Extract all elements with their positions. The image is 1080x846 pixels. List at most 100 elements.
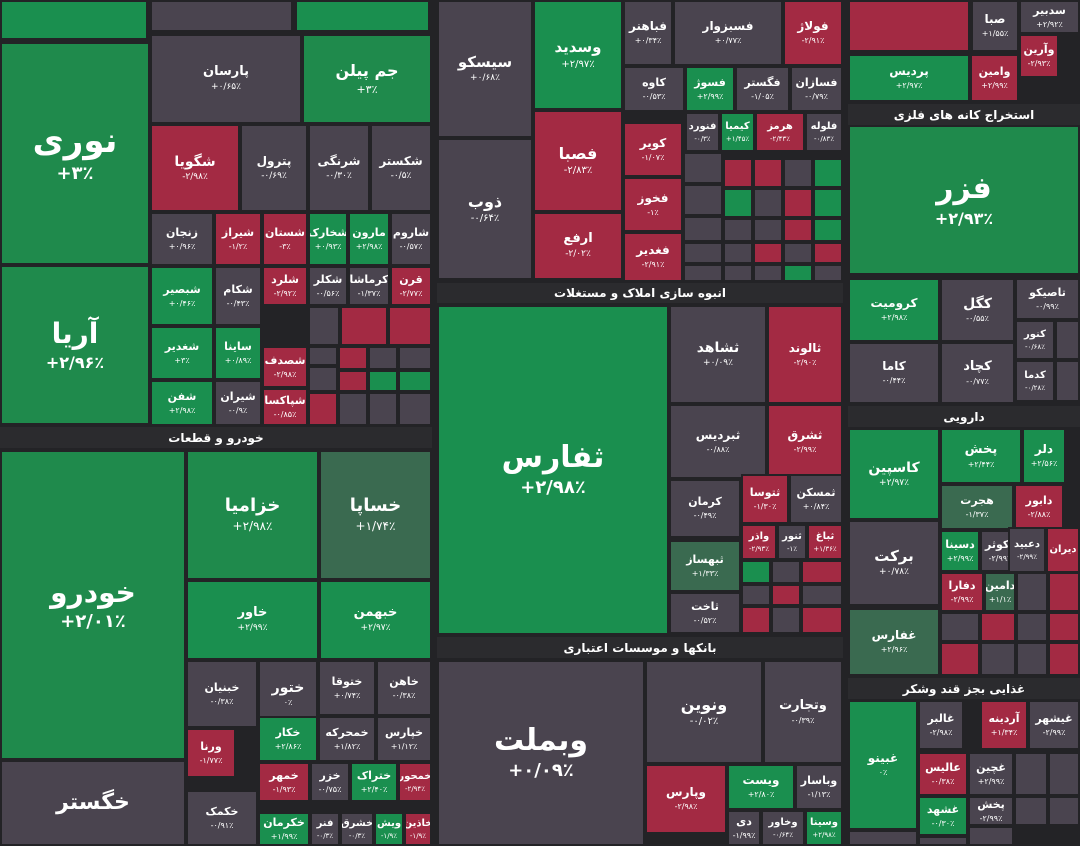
treemap-tile[interactable]: ثبهساز +۱/۳۳٪: [669, 540, 741, 592]
treemap-tile[interactable]: دامین +۱/۱٪: [984, 572, 1016, 612]
treemap-tile[interactable]: هجرت -۱/۳۷٪: [940, 484, 1014, 530]
treemap-tile[interactable]: ثنور -۱٪: [777, 524, 807, 560]
treemap-tile[interactable]: کیمیا +۱/۴۵٪: [720, 112, 755, 152]
treemap-tile[interactable]: کرماشا -۱/۳۷٪: [348, 266, 390, 306]
treemap-tile[interactable]: ثالوند -۲/۹۰٪: [767, 305, 843, 404]
treemap-tile[interactable]: خزامیا +۲/۹۸٪: [186, 450, 319, 580]
treemap-tile[interactable]: خشرق -۰/۳٪: [340, 812, 374, 846]
treemap-tile[interactable]: غالبر -۲/۹۸٪: [918, 700, 964, 750]
treemap-tile[interactable]: کاسپین +۲/۹۷٪: [848, 428, 940, 520]
treemap-tile[interactable]: فولاژ -۲/۹۱٪: [783, 0, 843, 66]
treemap-tile[interactable]: آریا +۲/۹۶٪: [0, 265, 150, 425]
treemap-tile[interactable]: غشهد -۰/۳۰٪: [918, 796, 968, 836]
treemap-tile[interactable]: خگستر: [0, 760, 186, 846]
treemap-tile[interactable]: ثفارس +۲/۹۸٪: [437, 305, 669, 635]
treemap-tile[interactable]: دابور -۲/۸۸٪: [1014, 484, 1064, 530]
treemap-tile[interactable]: فگستر -۱/۰۵٪: [735, 66, 790, 112]
treemap-tile[interactable]: کگل -۰/۵۵٪: [940, 278, 1015, 342]
treemap-tile[interactable]: ویست +۲/۸۰٪: [727, 764, 795, 810]
treemap-tile[interactable]: فخوز -۱٪: [623, 177, 683, 232]
treemap-tile[interactable]: خساپا +۱/۷۴٪: [319, 450, 432, 580]
treemap-tile[interactable]: کدما -۰/۲۸٪: [1015, 360, 1055, 402]
treemap-tile[interactable]: پخش -۲/۹۹٪: [968, 796, 1014, 826]
treemap-tile[interactable]: خبهمن +۲/۹۷٪: [319, 580, 432, 660]
treemap-tile[interactable]: شاروم -۰/۵۷٪: [390, 212, 432, 266]
treemap-tile[interactable]: فصبا -۲/۸۳٪: [533, 110, 623, 212]
treemap-tile[interactable]: غبینو ۰٪: [848, 700, 918, 830]
treemap-tile[interactable]: پارسان +۰/۶۵٪: [150, 34, 302, 124]
treemap-tile[interactable]: کچاد -۰/۷۷٪: [940, 342, 1015, 404]
treemap-tile[interactable]: کویر -۱/۰۷٪: [623, 122, 683, 177]
treemap-tile[interactable]: خپارس +۱/۱۲٪: [376, 716, 432, 762]
treemap-tile[interactable]: شکلر -۰/۵۶٪: [308, 266, 348, 306]
treemap-tile[interactable]: شغدیر +۳٪: [150, 326, 214, 380]
treemap-tile[interactable]: ثبردیس -۰/۸۸٪: [669, 404, 767, 479]
treemap-tile[interactable]: ویش -۱/۹٪: [374, 812, 404, 846]
treemap-tile[interactable]: غفارس +۲/۹۶٪: [848, 608, 940, 676]
treemap-tile[interactable]: پترول -۰/۶۹٪: [240, 124, 308, 212]
treemap-tile[interactable]: هرمز -۲/۴۳٪: [755, 112, 805, 152]
treemap-tile[interactable]: خزر -۰/۷۵٪: [310, 762, 350, 802]
treemap-tile[interactable]: شگویا -۲/۹۸٪: [150, 124, 240, 212]
treemap-tile[interactable]: وسدید +۲/۹۷٪: [533, 0, 623, 110]
treemap-tile[interactable]: عالیس -۰/۳۸٪: [918, 752, 968, 796]
treemap-tile[interactable]: آردینه +۱/۳۴٪: [980, 700, 1028, 750]
treemap-tile[interactable]: ونوین -۰/۰۲٪: [645, 660, 763, 764]
treemap-tile[interactable]: کرمان -۰/۴۹٪: [669, 479, 741, 538]
treemap-tile[interactable]: کرومیت +۲/۹۸٪: [848, 278, 940, 342]
treemap-tile[interactable]: وباسار -۱/۱۳٪: [795, 764, 843, 810]
treemap-tile[interactable]: دیران: [1046, 527, 1080, 573]
treemap-tile[interactable]: پردیس +۲/۹۷٪: [848, 54, 970, 102]
treemap-tile[interactable]: کاما -۰/۴۴٪: [848, 342, 940, 404]
treemap-tile[interactable]: زنجان +۰/۹۶٪: [150, 212, 214, 266]
treemap-tile[interactable]: جم پیلن +۳٪: [302, 34, 432, 124]
treemap-tile[interactable]: شیراز -۱/۲٪: [214, 212, 262, 266]
treemap-tile[interactable]: سیسکو +۰/۶۸٪: [437, 0, 533, 138]
treemap-tile[interactable]: شخارک +۰/۹۳٪: [308, 212, 348, 266]
treemap-tile[interactable]: وتجارت -۰/۳۹٪: [763, 660, 843, 764]
treemap-tile[interactable]: ارفع -۲/۰۲٪: [533, 212, 623, 280]
treemap-tile[interactable]: دسینا +۲/۹۹٪: [940, 530, 980, 572]
treemap-tile[interactable]: شیران -۰/۹٪: [214, 380, 262, 426]
treemap-tile[interactable]: پخش +۲/۴۴٪: [940, 428, 1022, 484]
treemap-tile[interactable]: قرن -۲/۷۷٪: [390, 266, 432, 306]
treemap-tile[interactable]: مارون +۲/۹۸٪: [348, 212, 390, 266]
treemap-tile[interactable]: خمحرکه +۱/۸۲٪: [318, 716, 376, 762]
treemap-tile[interactable]: فسازان -۰/۷۹٪: [790, 66, 843, 112]
treemap-tile[interactable]: خبنیان -۰/۳۸٪: [186, 660, 258, 728]
treemap-tile[interactable]: سدبیر +۲/۹۲٪: [1019, 0, 1080, 34]
treemap-tile[interactable]: ساینا +۰/۸۹٪: [214, 326, 262, 380]
treemap-tile[interactable]: دی -۱/۹۹٪: [727, 810, 761, 846]
treemap-tile[interactable]: خمهر -۱/۹۳٪: [258, 762, 310, 802]
treemap-tile[interactable]: نوری +۳٪: [0, 42, 150, 265]
treemap-tile[interactable]: وسینا +۲/۹۸٪: [805, 810, 843, 846]
treemap-tile[interactable]: خکرمان +۱/۹۹٪: [258, 812, 310, 846]
treemap-tile[interactable]: وخاور -۰/۶۴٪: [761, 810, 805, 846]
treemap-tile[interactable]: شستان -۳٪: [262, 212, 308, 266]
treemap-tile[interactable]: کاوه -۰/۵۳٪: [623, 66, 685, 112]
treemap-tile[interactable]: وبملت +۰/۰۹٪: [437, 660, 645, 846]
treemap-tile[interactable]: خمحور -۲/۹۴٪: [398, 762, 432, 802]
treemap-tile[interactable]: ختوقا +۰/۷۴٪: [318, 660, 376, 716]
treemap-tile[interactable]: ورنا -۱/۷۷٪: [186, 728, 236, 778]
treemap-tile[interactable]: غچین +۲/۹۹٪: [968, 752, 1014, 796]
treemap-tile[interactable]: شکستر -۰/۵٪: [370, 124, 432, 212]
treemap-tile[interactable]: فباهنر +۰/۳۴٪: [623, 0, 673, 66]
treemap-tile[interactable]: دعبید -۲/۹۹٪: [1008, 527, 1046, 573]
treemap-tile[interactable]: وامین +۲/۹۹٪: [970, 54, 1019, 102]
treemap-tile[interactable]: ثشرق -۲/۹۹٪: [767, 404, 843, 479]
treemap-tile[interactable]: فسبزوار +۰/۷۷٪: [673, 0, 783, 66]
treemap-tile[interactable]: خکار +۲/۸۶٪: [258, 716, 318, 762]
treemap-tile[interactable]: شرنگی -۰/۳۰٪: [308, 124, 370, 212]
treemap-tile[interactable]: کنور -۰/۶۸٪: [1015, 320, 1055, 360]
treemap-tile[interactable]: ثمسکن +۰/۸۴٪: [789, 474, 843, 524]
treemap-tile[interactable]: خاذین -۱/۹٪: [404, 812, 432, 846]
treemap-tile[interactable]: دلر +۲/۵۶٪: [1022, 428, 1066, 484]
treemap-tile[interactable]: صبا +۱/۵۵٪: [971, 0, 1019, 52]
treemap-tile[interactable]: وآرین -۲/۹۳٪: [1019, 34, 1059, 78]
treemap-tile[interactable]: فغدیر -۲/۹۱٪: [623, 232, 683, 282]
treemap-tile[interactable]: فنورد -۰/۳٪: [685, 112, 720, 152]
treemap-tile[interactable]: شصدف -۲/۹۸٪: [262, 346, 308, 388]
treemap-tile[interactable]: شفن +۲/۹۸٪: [150, 380, 214, 426]
treemap-tile[interactable]: خاور +۲/۹۹٪: [186, 580, 319, 660]
